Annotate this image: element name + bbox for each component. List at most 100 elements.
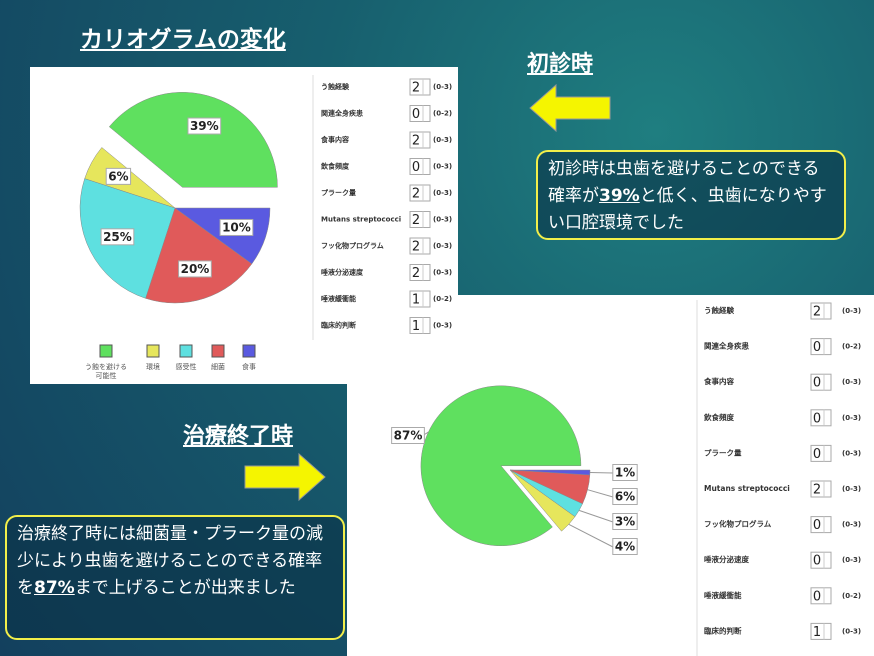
legend-label: う蝕を避ける可能性	[85, 362, 127, 380]
factor-value: 0	[813, 589, 821, 604]
note-final: 治療終了時には細菌量・プラーク量の減少により虫歯を避けることのできる確率を87%…	[5, 515, 345, 640]
data-label-box	[391, 427, 425, 444]
spinner-box	[810, 302, 832, 320]
legend-label-line: 可能性	[96, 371, 117, 380]
factor-label: 臨床的判断	[704, 625, 742, 635]
factor-value: 0	[813, 340, 821, 355]
factor-label: 唾液分泌速度	[704, 554, 749, 564]
note-text: まで上げることが出来ました	[74, 578, 296, 598]
spinner-box	[810, 444, 832, 462]
factor-range: (0-3)	[433, 269, 452, 277]
spinner-box	[810, 516, 832, 534]
factor-label: 飲食頻度	[703, 412, 734, 422]
data-label: 1%	[615, 466, 635, 480]
factor-value: 0	[813, 411, 821, 426]
factor-value: 1	[412, 319, 420, 334]
data-label-box	[100, 228, 135, 246]
factor-range: (0-3)	[842, 627, 861, 635]
spinner-box	[409, 211, 431, 228]
factor-value: 2	[412, 187, 420, 202]
factor-range: (0-2)	[433, 110, 452, 118]
factor-range: (0-3)	[433, 242, 452, 250]
factor-label: 関連全身疾患	[321, 109, 363, 118]
data-label-box	[105, 167, 132, 185]
spinner-box	[810, 480, 832, 498]
factor-value: 2	[412, 213, 420, 228]
factor-label: 唾液分泌速度	[321, 268, 364, 277]
factor-label: フッ化物プログラム	[704, 519, 772, 529]
legend-swatch	[211, 344, 225, 358]
spinner-box	[409, 290, 431, 308]
factor-label: Mutans streptococci	[321, 216, 401, 224]
data-label-box	[612, 488, 638, 505]
factor-label: フッ化物プログラム	[321, 241, 384, 250]
title: カリオグラムの変化	[80, 27, 286, 53]
note-text: 治療終了時には細菌量・プラーク量の減少により虫歯を避けることのできる確率を	[17, 524, 323, 598]
factor-value: 0	[813, 518, 821, 533]
pie-slice	[509, 469, 591, 476]
data-label-box	[187, 117, 222, 135]
spinner-box	[409, 264, 431, 281]
note-text: 初診時は虫歯を避けることのできる確率が	[548, 159, 820, 206]
data-label-box	[612, 513, 638, 530]
spinner-box	[810, 338, 832, 356]
factor-range: (0-3)	[842, 521, 861, 529]
factor-label: う蝕経験	[704, 305, 734, 315]
factor-value: 2	[813, 305, 821, 320]
factor-label: Mutans streptococci	[704, 484, 790, 493]
legend-swatch	[146, 344, 160, 358]
factor-value: 0	[412, 107, 420, 122]
data-label: 4%	[615, 540, 635, 554]
legend-label: 感受性	[176, 362, 197, 371]
data-label: 10%	[222, 220, 251, 234]
factor-range: (0-3)	[842, 449, 861, 457]
data-label: 6%	[108, 169, 128, 183]
factor-label: 唾液緩衝能	[321, 294, 356, 303]
factor-range: (0-3)	[842, 378, 861, 386]
factor-range: (0-3)	[433, 83, 452, 91]
spinner-box	[810, 551, 832, 569]
arrow-right	[244, 452, 326, 502]
note-emphasis: 87%	[34, 578, 75, 598]
data-label: 20%	[181, 262, 210, 276]
note-text: と低く、虫歯になりやすい口腔環境でした	[548, 186, 827, 233]
data-label: 3%	[615, 515, 635, 529]
spinner-box	[409, 317, 431, 334]
factor-label: プラーク量	[704, 447, 742, 457]
legend-label: 環境	[146, 362, 160, 371]
factor-value: 2	[813, 483, 821, 498]
factor-value: 0	[412, 160, 420, 175]
factor-range: (0-3)	[842, 556, 861, 564]
leader-line	[589, 471, 614, 474]
factor-range: (0-3)	[433, 322, 452, 330]
legend-swatch	[99, 344, 113, 358]
note-emphasis: 39%	[599, 186, 640, 206]
legend-swatch	[179, 344, 193, 358]
data-label-box	[178, 260, 212, 278]
data-label: 6%	[615, 490, 635, 504]
pie-slice	[108, 92, 278, 188]
legend-label-line: う蝕を避ける	[85, 362, 127, 371]
factor-label: 食事内容	[320, 135, 349, 144]
factor-value: 0	[813, 376, 821, 391]
factor-range: (0-2)	[842, 343, 861, 351]
spinner-box	[409, 237, 431, 255]
factor-label: 臨床的判断	[321, 321, 356, 330]
data-label-box	[612, 464, 638, 481]
leader-line	[587, 489, 614, 498]
pie-slice	[420, 385, 582, 546]
factor-value: 2	[412, 266, 420, 281]
leader-line	[568, 523, 614, 548]
factor-value: 0	[813, 554, 821, 569]
spinner-box	[810, 587, 832, 605]
factor-range: (0-3)	[433, 189, 452, 197]
factor-value: 0	[813, 447, 821, 462]
factor-range: (0-2)	[842, 592, 861, 600]
legend-swatch	[242, 344, 256, 358]
factor-value: 1	[412, 293, 420, 308]
spinner-box	[810, 373, 832, 391]
factor-label: 飲食頻度	[320, 162, 350, 171]
factor-range: (0-3)	[842, 307, 861, 315]
